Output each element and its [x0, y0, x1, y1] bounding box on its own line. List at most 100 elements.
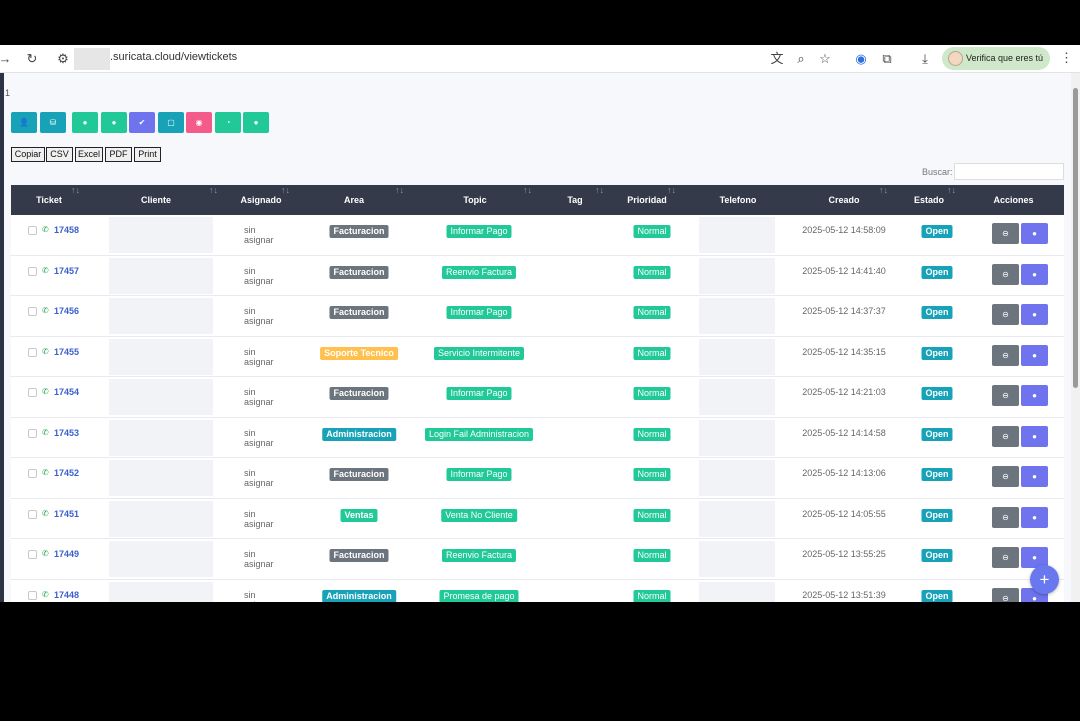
row-checkbox[interactable]: [28, 388, 37, 397]
export-csv-button[interactable]: CSV: [46, 147, 73, 162]
ticket-link[interactable]: 17449: [54, 549, 80, 559]
link-button[interactable]: ⊖: [992, 344, 1019, 366]
toolbar-button-7[interactable]: ◉: [186, 112, 212, 133]
verify-profile-button[interactable]: Verifica que eres tú: [942, 47, 1050, 70]
site-settings-icon[interactable]: ⚙: [57, 51, 69, 66]
scrollbar[interactable]: [1071, 73, 1080, 602]
column-header-area[interactable]: Area: [343, 195, 364, 205]
row-checkbox[interactable]: [28, 307, 37, 316]
ticket-link[interactable]: 17455: [54, 346, 80, 357]
reload-icon[interactable]: ↻: [26, 51, 38, 66]
link-button[interactable]: ⊖: [992, 466, 1019, 487]
chat-button[interactable]: ●: [1021, 425, 1048, 447]
row-checkbox[interactable]: [28, 469, 37, 478]
topic-badge: Reenvio Factura: [441, 549, 517, 562]
sort-icon[interactable]: ↑↓: [879, 185, 888, 195]
export-excel-button[interactable]: Excel: [75, 147, 103, 162]
column-header-acciones[interactable]: Acciones: [993, 195, 1034, 205]
toolbar-button-3[interactable]: ●: [72, 112, 98, 133]
table-row[interactable]: ✆ 17456 sin asignar Facturacion Informar Pag…: [11, 296, 1064, 337]
row-checkbox[interactable]: [28, 550, 37, 559]
toolbar-button-6[interactable]: ▢: [158, 112, 184, 133]
add-ticket-button[interactable]: +: [1030, 565, 1059, 594]
export-print-button[interactable]: Print: [134, 147, 161, 162]
search-input[interactable]: [954, 163, 1064, 180]
ticket-link[interactable]: 17458: [54, 225, 80, 235]
toolbar-button-5[interactable]: ✔: [129, 112, 155, 133]
chat-button[interactable]: ●: [1021, 344, 1048, 366]
chat-button[interactable]: ●: [1021, 547, 1048, 568]
chat-button[interactable]: ●: [1021, 304, 1048, 325]
sort-icon[interactable]: ↑↓: [947, 185, 956, 195]
link-button[interactable]: ⊖: [992, 547, 1019, 568]
more-menu-icon[interactable]: ⋮: [1060, 50, 1073, 65]
toolbar-button-1[interactable]: 👤: [11, 112, 37, 133]
chat-button[interactable]: ●: [1021, 263, 1048, 285]
column-header-cliente[interactable]: Cliente: [140, 195, 171, 205]
table-row[interactable]: ✆ 17454 sin asignar Facturacion Informar Pag…: [11, 377, 1064, 418]
toolbar-button-8[interactable]: ◔: [215, 112, 241, 133]
ticket-link[interactable]: 17456: [54, 306, 80, 316]
row-checkbox[interactable]: [28, 347, 37, 357]
sort-icon[interactable]: ↑↓: [595, 185, 604, 195]
translate-icon[interactable]: 文: [770, 51, 784, 66]
table-row[interactable]: ✆ 17453 sin asignar Administracion Login Fai…: [11, 417, 1064, 458]
table-row[interactable]: ✆ 17458 sin asignar Facturacion Informar Pag…: [11, 215, 1064, 256]
scroll-thumb[interactable]: [1073, 88, 1078, 388]
puzzle-icon[interactable]: ⧉: [882, 51, 892, 66]
link-button[interactable]: ⊖: [992, 304, 1019, 325]
row-checkbox[interactable]: [28, 266, 37, 276]
chat-button[interactable]: ●: [1021, 223, 1048, 244]
link-button[interactable]: ⊖: [992, 587, 1019, 602]
link-button[interactable]: ⊖: [992, 385, 1019, 406]
table-row[interactable]: ✆ 17449 sin asignar Facturacion Reenvio Fact…: [11, 539, 1064, 580]
row-checkbox[interactable]: [28, 226, 37, 235]
toolbar-button-9[interactable]: ●: [243, 112, 269, 133]
chat-button[interactable]: ●: [1021, 506, 1048, 528]
address-bar[interactable]: .suricata.cloud/viewtickets: [110, 51, 238, 63]
table-row[interactable]: ✆ 17451 sin asignar Ventas Venta No Cliente N…: [11, 498, 1064, 539]
export-pdf-button[interactable]: PDF: [105, 147, 132, 162]
table-row[interactable]: ✆ 17448 sin asignar Administracion Promesa d…: [11, 579, 1064, 602]
table-row[interactable]: ✆ 17452 sin asignar Facturacion Informar Pag…: [11, 458, 1064, 499]
row-checkbox[interactable]: [28, 509, 37, 519]
zoom-icon[interactable]: ⌕: [797, 51, 805, 66]
link-button[interactable]: ⊖: [992, 506, 1019, 528]
export-copiar-button[interactable]: Copiar: [11, 147, 45, 162]
table-row[interactable]: ✆ 17457 sin asignar Facturacion Reenvio Fact…: [11, 255, 1064, 296]
chat-button[interactable]: ●: [1021, 466, 1048, 487]
ticket-link[interactable]: 17454: [54, 387, 80, 397]
column-header-creado[interactable]: Creado: [828, 195, 860, 205]
sort-icon[interactable]: ↑↓: [667, 185, 676, 195]
ticket-link[interactable]: 17453: [54, 427, 80, 438]
column-header-estado[interactable]: Estado: [913, 195, 944, 205]
extension-icon[interactable]: ◉: [855, 51, 867, 66]
row-checkbox[interactable]: [28, 428, 37, 438]
download-icon[interactable]: ⤓: [922, 51, 928, 66]
column-header-topic[interactable]: Topic: [463, 195, 487, 205]
toolbar-button-4[interactable]: ●: [101, 112, 127, 133]
column-header-asignado[interactable]: Asignado: [240, 195, 282, 205]
table-row[interactable]: ✆ 17455 sin asignar Soporte Tecnico Servicio…: [11, 336, 1064, 377]
column-header-ticket[interactable]: Ticket: [36, 195, 62, 205]
sort-icon[interactable]: ↑↓: [71, 185, 80, 195]
bookmark-star-icon[interactable]: ☆: [819, 51, 831, 66]
sort-icon[interactable]: ↑↓: [281, 185, 290, 195]
column-header-prioridad[interactable]: Prioridad: [627, 195, 667, 205]
sort-icon[interactable]: ↑↓: [209, 185, 218, 195]
column-header-tag[interactable]: Tag: [567, 195, 583, 205]
ticket-link[interactable]: 17452: [54, 468, 80, 478]
toolbar-button-2[interactable]: ⛁: [40, 112, 66, 133]
link-button[interactable]: ⊖: [992, 223, 1019, 244]
link-button[interactable]: ⊖: [992, 425, 1019, 447]
forward-icon[interactable]: →: [0, 51, 12, 66]
ticket-link[interactable]: 17451: [54, 508, 80, 519]
link-button[interactable]: ⊖: [992, 263, 1019, 285]
ticket-link[interactable]: 17448: [54, 589, 80, 600]
sort-icon[interactable]: ↑↓: [395, 185, 404, 195]
row-checkbox[interactable]: [28, 590, 37, 600]
column-header-telefono[interactable]: Telefono: [719, 195, 757, 205]
chat-button[interactable]: ●: [1021, 385, 1048, 406]
ticket-link[interactable]: 17457: [54, 265, 80, 276]
sort-icon[interactable]: ↑↓: [523, 185, 532, 195]
